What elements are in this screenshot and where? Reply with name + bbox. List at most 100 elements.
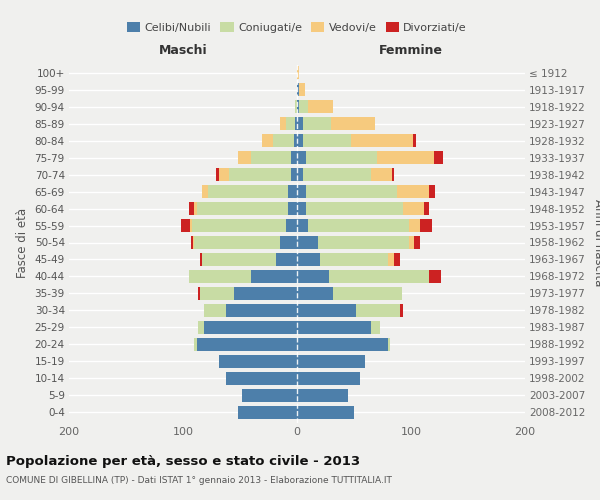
Text: Femmine: Femmine: [379, 44, 443, 58]
Bar: [197, 202, 288, 215]
Bar: [202, 253, 277, 266]
Bar: [286, 219, 297, 232]
Bar: [388, 253, 394, 266]
Bar: [371, 321, 380, 334]
Bar: [397, 185, 429, 198]
Bar: [308, 219, 409, 232]
Bar: [297, 100, 299, 114]
Bar: [297, 66, 299, 80]
Bar: [188, 202, 194, 215]
Bar: [297, 270, 329, 283]
Bar: [286, 117, 295, 130]
Bar: [350, 134, 413, 147]
Bar: [198, 321, 203, 334]
Bar: [292, 168, 297, 181]
Bar: [297, 219, 308, 232]
Text: COMUNE DI GIBELLINA (TP) - Dati ISTAT 1° gennaio 2013 - Elaborazione TUTTITALIA.: COMUNE DI GIBELLINA (TP) - Dati ISTAT 1°…: [6, 476, 392, 485]
Bar: [297, 354, 365, 368]
Bar: [420, 219, 431, 232]
Bar: [297, 151, 306, 164]
Bar: [293, 134, 297, 147]
Bar: [220, 168, 229, 181]
Bar: [297, 134, 303, 147]
Text: Popolazione per età, sesso e stato civile - 2013: Popolazione per età, sesso e stato civil…: [6, 455, 360, 468]
Bar: [292, 151, 297, 164]
Bar: [297, 168, 303, 181]
Bar: [409, 236, 415, 249]
Bar: [303, 117, 331, 130]
Bar: [197, 338, 297, 351]
Bar: [297, 287, 334, 300]
Bar: [297, 202, 306, 215]
Bar: [297, 338, 388, 351]
Bar: [194, 202, 197, 215]
Bar: [297, 83, 299, 96]
Bar: [297, 236, 317, 249]
Bar: [234, 287, 297, 300]
Bar: [308, 100, 334, 114]
Bar: [394, 253, 400, 266]
Bar: [429, 270, 440, 283]
Bar: [424, 202, 429, 215]
Bar: [242, 388, 297, 402]
Bar: [403, 202, 424, 215]
Bar: [216, 168, 220, 181]
Bar: [297, 185, 306, 198]
Bar: [181, 219, 190, 232]
Bar: [392, 168, 394, 181]
Bar: [306, 185, 397, 198]
Bar: [194, 236, 280, 249]
Bar: [303, 134, 350, 147]
Y-axis label: Fasce di età: Fasce di età: [16, 208, 29, 278]
Bar: [202, 185, 208, 198]
Bar: [192, 219, 286, 232]
Bar: [297, 321, 371, 334]
Bar: [288, 202, 297, 215]
Bar: [409, 219, 420, 232]
Bar: [356, 304, 400, 317]
Bar: [226, 372, 297, 385]
Bar: [413, 134, 416, 147]
Bar: [277, 253, 297, 266]
Bar: [297, 372, 360, 385]
Bar: [329, 270, 429, 283]
Bar: [203, 321, 297, 334]
Bar: [251, 151, 292, 164]
Bar: [200, 287, 234, 300]
Bar: [306, 202, 403, 215]
Bar: [251, 270, 297, 283]
Bar: [280, 117, 286, 130]
Bar: [191, 236, 193, 249]
Bar: [297, 253, 320, 266]
Bar: [297, 117, 303, 130]
Bar: [226, 304, 297, 317]
Bar: [299, 100, 308, 114]
Bar: [198, 287, 200, 300]
Bar: [238, 151, 251, 164]
Bar: [297, 406, 354, 419]
Bar: [377, 151, 434, 164]
Bar: [188, 270, 251, 283]
Bar: [203, 304, 226, 317]
Bar: [297, 304, 356, 317]
Bar: [400, 304, 403, 317]
Bar: [262, 134, 273, 147]
Bar: [200, 253, 202, 266]
Bar: [273, 134, 293, 147]
Bar: [320, 253, 388, 266]
Bar: [331, 117, 374, 130]
Bar: [297, 388, 348, 402]
Bar: [434, 151, 443, 164]
Legend: Celibi/Nubili, Coniugati/e, Vedovi/e, Divorziati/e: Celibi/Nubili, Coniugati/e, Vedovi/e, Di…: [122, 18, 472, 38]
Text: Maschi: Maschi: [158, 44, 208, 58]
Bar: [388, 338, 391, 351]
Bar: [303, 168, 371, 181]
Bar: [238, 406, 297, 419]
Bar: [317, 236, 409, 249]
Bar: [280, 236, 297, 249]
Bar: [190, 219, 192, 232]
Bar: [193, 236, 194, 249]
Bar: [429, 185, 435, 198]
Bar: [194, 338, 197, 351]
Bar: [415, 236, 420, 249]
